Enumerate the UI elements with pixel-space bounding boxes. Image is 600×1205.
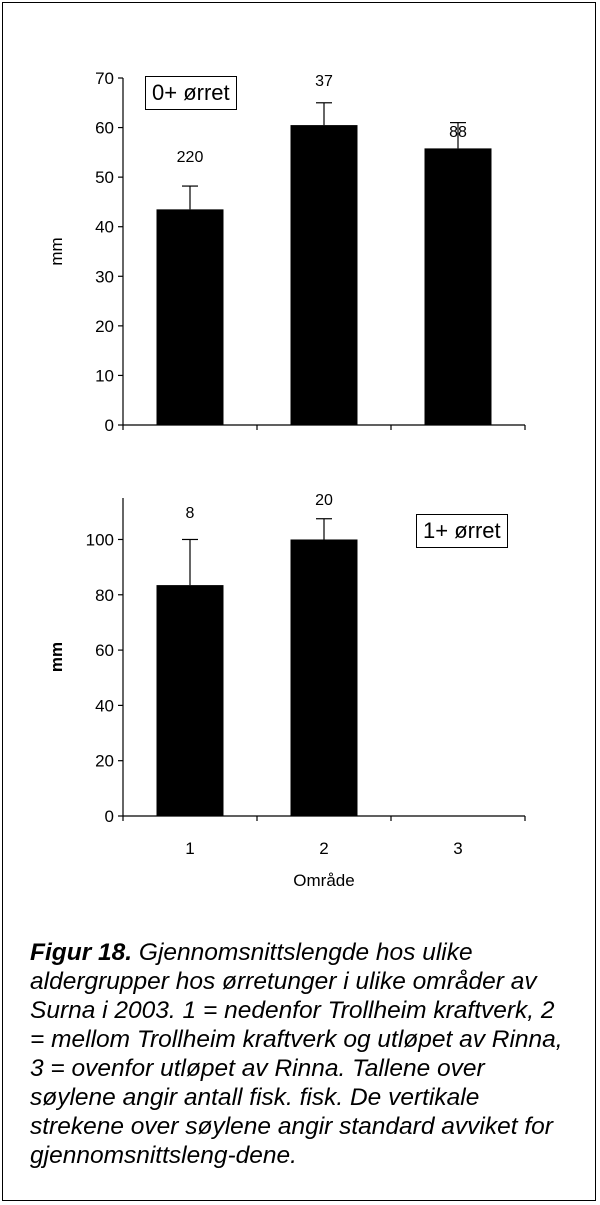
y-tick-label: 40 xyxy=(95,218,114,237)
y-tick-label: 60 xyxy=(95,641,114,660)
y-tick-label: 60 xyxy=(95,119,114,138)
data-label-1: 220 xyxy=(177,149,204,166)
y-tick-label: 20 xyxy=(95,317,114,336)
y-tick-label: 0 xyxy=(105,807,114,826)
bar-area-2 xyxy=(290,539,358,816)
bar-area-1 xyxy=(156,209,224,425)
y-tick-label: 10 xyxy=(95,366,114,385)
x-axis-label: Område xyxy=(293,871,354,890)
legend-box-1plus: 1+ ørret xyxy=(416,514,508,548)
y-axis-label: mm xyxy=(47,237,66,265)
chart-0plus-trout: 0 10 20 30 40 50 60 70 220 37 88 mm xyxy=(47,69,526,435)
bar-area-2 xyxy=(290,125,358,425)
data-label-2: 20 xyxy=(315,492,333,509)
data-label-3: 88 xyxy=(449,124,467,141)
legend-box-0plus: 0+ ørret xyxy=(145,76,237,110)
bar-area-1 xyxy=(156,585,224,816)
y-tick-label: 0 xyxy=(105,416,114,435)
y-axis-label: mm xyxy=(47,642,66,672)
y-tick-label: 40 xyxy=(95,696,114,715)
caption-figure-label: Figur 18. xyxy=(30,939,133,966)
chart-1plus-trout: 0 20 40 60 80 100 8 1 20 2 3 mm Område xyxy=(47,492,526,890)
data-label-1: 8 xyxy=(186,505,195,522)
x-tick-label: 3 xyxy=(453,839,462,858)
x-tick-label: 1 xyxy=(185,839,194,858)
bar-area-3 xyxy=(424,148,492,426)
y-tick-label: 100 xyxy=(86,530,114,549)
x-tick-label: 2 xyxy=(319,839,328,858)
y-tick-label: 70 xyxy=(95,69,114,88)
y-tick-label: 30 xyxy=(95,267,114,286)
caption-text: Gjennomsnittslengde hos ulike aldergrupp… xyxy=(30,939,563,1169)
y-tick-label: 50 xyxy=(95,168,114,187)
figure-caption: Figur 18. Gjennomsnittslengde hos ulike … xyxy=(30,938,575,1170)
y-tick-label: 20 xyxy=(95,752,114,771)
y-tick-label: 80 xyxy=(95,586,114,605)
data-label-2: 37 xyxy=(315,73,333,90)
